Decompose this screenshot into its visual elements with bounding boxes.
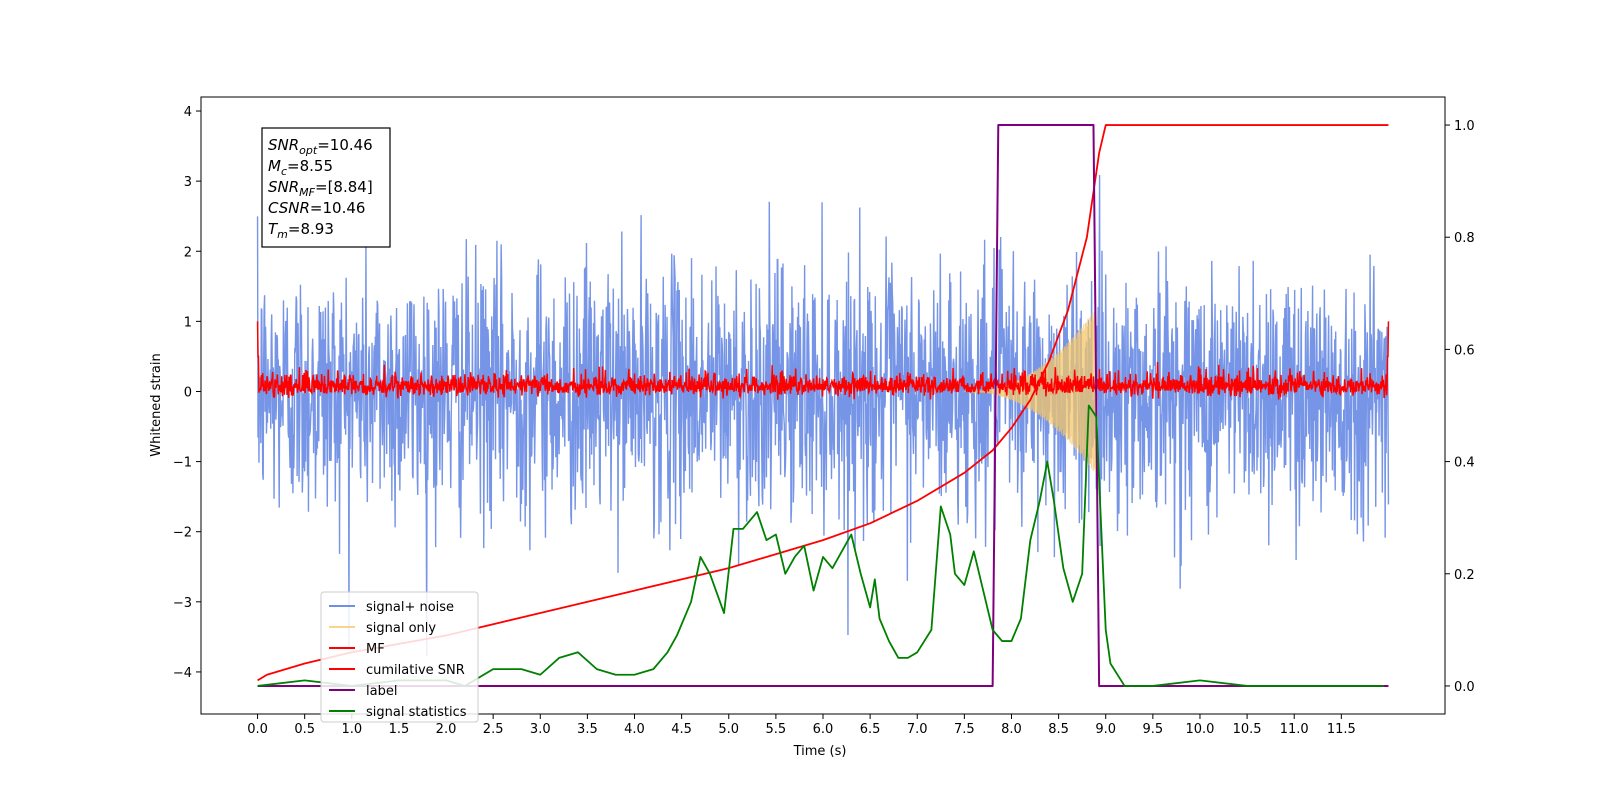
legend: signal+ noise signal only MF cumilative SNR… xyxy=(320,591,479,723)
legend-label: signal statistics xyxy=(366,705,467,720)
x-tick-label: 5.5 xyxy=(766,722,787,737)
x-tick-label: 7.0 xyxy=(907,722,928,737)
y-right-tick-label: 0.0 xyxy=(1454,680,1475,695)
x-tick-label: 4.0 xyxy=(624,722,645,737)
legend-item: cumilative SNR xyxy=(329,663,465,678)
y-axis-right: 1.0 0.8 0.6 0.4 0.2 0.0 xyxy=(1445,119,1475,695)
x-tick-label: 4.5 xyxy=(671,722,692,737)
annotation-csnr: CSNR=10.46 xyxy=(268,199,365,217)
y-left-tick-label: 3 xyxy=(184,175,192,190)
y-left-tick-label: 0 xyxy=(184,385,192,400)
y-left-tick-label: −4 xyxy=(173,666,192,681)
legend-item: signal+ noise xyxy=(329,600,454,615)
legend-item: label xyxy=(329,684,397,699)
y-right-tick-label: 0.8 xyxy=(1454,231,1475,246)
y-left-tick-label: −1 xyxy=(173,456,192,471)
x-tick-label: 6.0 xyxy=(813,722,834,737)
y-left-tick-label: −3 xyxy=(173,596,192,611)
y-left-tick-label: 1 xyxy=(184,315,192,330)
x-tick-label: 2.0 xyxy=(436,722,457,737)
series-signal-noise-line xyxy=(256,175,1390,657)
y-axis-label: Whitened strain xyxy=(149,353,164,456)
x-tick-label: 9.5 xyxy=(1143,722,1164,737)
x-tick-label: 1.0 xyxy=(341,722,362,737)
x-tick-label: 3.0 xyxy=(530,722,551,737)
y-left-tick-label: −2 xyxy=(173,526,192,541)
annotation-tm: Tm=8.93 xyxy=(268,220,334,241)
x-tick-label: 8.0 xyxy=(1001,722,1022,737)
legend-label: signal+ noise xyxy=(366,600,454,615)
x-tick-label: 3.5 xyxy=(577,722,598,737)
y-right-tick-label: 0.4 xyxy=(1454,456,1475,471)
x-tick-label: 10.0 xyxy=(1185,722,1214,737)
x-tick-label: 1.5 xyxy=(389,722,410,737)
y-left-tick-label: 4 xyxy=(184,105,192,120)
x-tick-label: 9.0 xyxy=(1095,722,1116,737)
x-tick-label: 5.0 xyxy=(718,722,739,737)
annotation-opt: SNRopt=10.46 xyxy=(268,136,373,157)
annotation-mf: SNRMF=[8.84] xyxy=(268,178,373,199)
x-tick-label: 7.5 xyxy=(954,722,975,737)
x-tick-label: 11.5 xyxy=(1327,722,1356,737)
y-left-tick-label: 2 xyxy=(184,245,192,260)
legend-label: signal only xyxy=(366,621,436,636)
x-tick-label: 8.5 xyxy=(1048,722,1069,737)
series-mf-line xyxy=(256,321,1390,400)
y-right-tick-label: 1.0 xyxy=(1454,119,1475,134)
x-tick-label: 0.0 xyxy=(247,722,268,737)
y-right-tick-label: 0.6 xyxy=(1454,343,1475,358)
legend-frame xyxy=(320,591,479,723)
y-right-tick-label: 0.2 xyxy=(1454,568,1475,583)
x-axis-label: Time (s) xyxy=(793,744,847,759)
x-tick-label: 10.5 xyxy=(1233,722,1262,737)
legend-label: cumilative SNR xyxy=(366,663,465,678)
x-tick-label: 11.0 xyxy=(1280,722,1309,737)
x-tick-label: 0.5 xyxy=(294,722,315,737)
annotation-box: SNRopt=10.46Mc=8.55SNRMF=[8.84]CSNR=10.4… xyxy=(261,127,391,248)
series-signal-statistics-line xyxy=(257,404,1384,687)
annotation-mc: Mc=8.55 xyxy=(268,157,333,178)
x-tick-label: 6.5 xyxy=(860,722,881,737)
x-axis: 0.0 0.5 1.0 1.5 2.0 2.5 3.0 3.5 4.0 4.5 5.0 5.5 6.0 6… xyxy=(247,714,1356,737)
legend-item: signal only xyxy=(329,621,436,636)
legend-item: signal statistics xyxy=(329,705,467,720)
legend-item: MF xyxy=(329,642,385,657)
legend-label: label xyxy=(366,684,397,699)
x-tick-label: 2.5 xyxy=(483,722,504,737)
legend-label: MF xyxy=(366,642,385,657)
annotation-frame xyxy=(261,127,391,248)
y-axis-left: 4 3 2 1 0 −1 −2 −3 −4 xyxy=(173,105,201,681)
